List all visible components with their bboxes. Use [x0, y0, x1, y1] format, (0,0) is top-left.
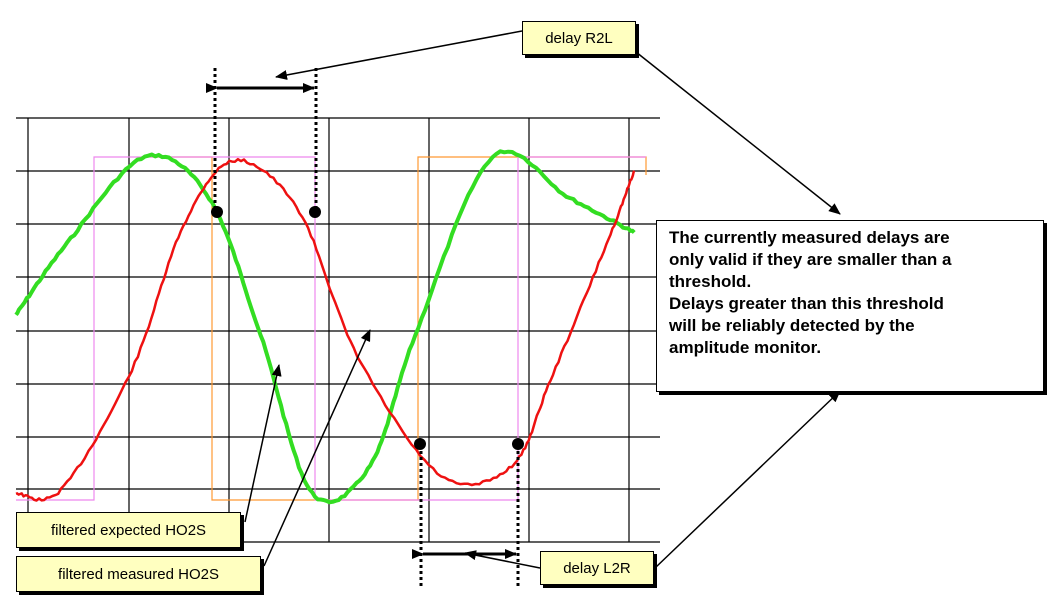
reference-square-waves: [16, 156, 647, 501]
leader-l2r: [464, 550, 541, 569]
note-line: The currently measured delays are: [669, 228, 950, 247]
leader-note-to-l2r: [654, 390, 841, 569]
note-line: will be reliably detected by the: [669, 316, 915, 335]
note-line: Delays greater than this threshold: [669, 294, 944, 313]
filtered-measured-curve: [15, 157, 636, 502]
leader-measured: [263, 329, 371, 567]
note-line: threshold.: [669, 272, 752, 291]
note-line: amplitude monitor.: [669, 338, 822, 357]
leader-arrows: [244, 30, 841, 569]
threshold-note: The currently measured delays are only v…: [656, 220, 1044, 392]
filtered-expected-curve: [14, 149, 636, 505]
filtered-expected-label: filtered expected HO2S: [16, 512, 241, 548]
crossing-dot: [309, 206, 321, 218]
crossing-dot: [512, 438, 524, 450]
crossing-points: [211, 206, 524, 450]
delay-r2l-label: delay R2L: [522, 21, 636, 55]
filtered-measured-label: filtered measured HO2S: [16, 556, 261, 592]
delay-l2r-label: delay L2R: [540, 551, 654, 585]
leader-note-to-r2l: [635, 51, 841, 215]
crossing-dot: [414, 438, 426, 450]
delay-l2r-marker: [412, 445, 520, 586]
note-line: only valid if they are smaller than a: [669, 250, 952, 269]
delay-r2l-marker: [206, 68, 318, 212]
crossing-dot: [211, 206, 223, 218]
measured-reference-wave: [16, 156, 646, 501]
leader-r2l: [275, 30, 523, 80]
leader-expected: [244, 364, 282, 523]
